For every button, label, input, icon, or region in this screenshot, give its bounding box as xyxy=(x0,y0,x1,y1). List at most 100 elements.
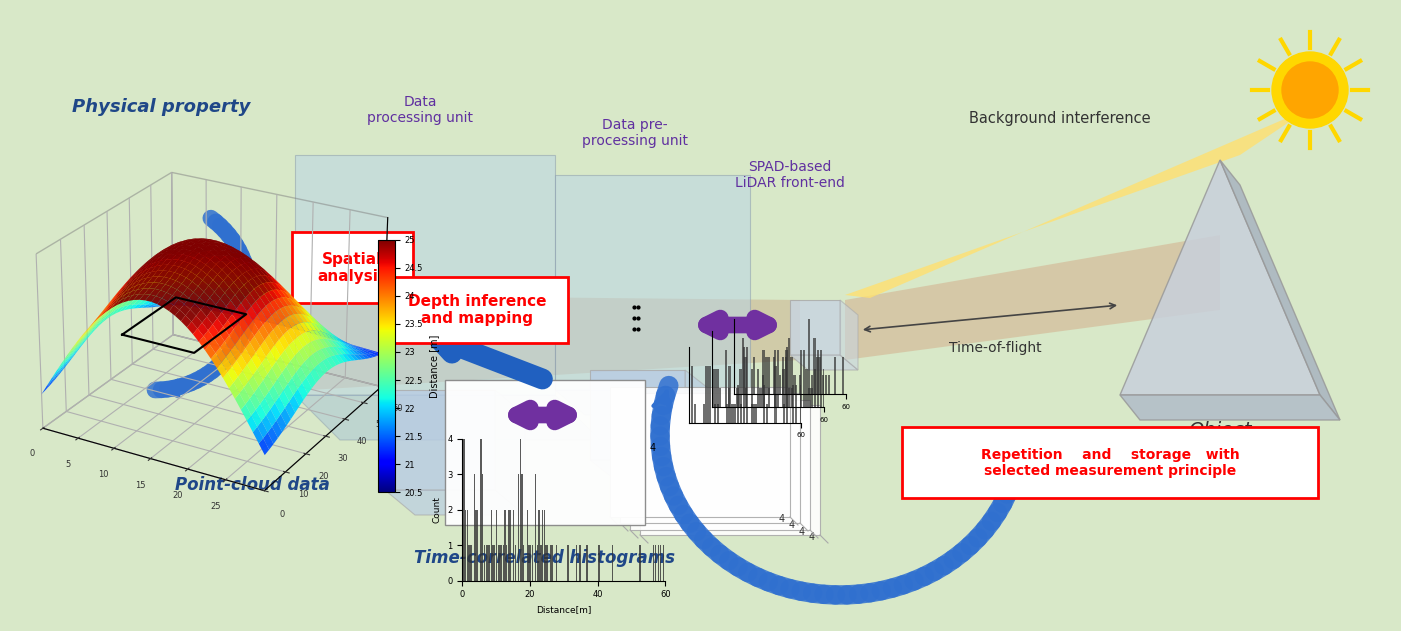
Polygon shape xyxy=(555,390,780,415)
Bar xyxy=(745,388,747,407)
Bar xyxy=(786,347,789,423)
Bar xyxy=(759,388,762,407)
Text: Time-of-flight: Time-of-flight xyxy=(948,341,1041,355)
Bar xyxy=(825,375,827,394)
Bar xyxy=(729,366,731,423)
Polygon shape xyxy=(1220,160,1339,420)
Polygon shape xyxy=(1119,160,1320,395)
Text: Time-correlated histograms: Time-correlated histograms xyxy=(415,549,675,567)
Text: Data
processing unit: Data processing unit xyxy=(367,95,474,125)
Bar xyxy=(799,375,801,394)
Text: Depth inference
and mapping: Depth inference and mapping xyxy=(408,294,546,326)
Bar xyxy=(800,350,801,407)
Polygon shape xyxy=(790,300,841,355)
Polygon shape xyxy=(385,490,525,515)
Bar xyxy=(688,366,691,423)
Bar xyxy=(820,357,821,394)
Bar xyxy=(822,375,824,394)
Bar xyxy=(766,404,768,423)
Bar xyxy=(740,404,743,423)
Text: 4: 4 xyxy=(799,527,806,537)
Bar xyxy=(783,404,785,423)
Bar xyxy=(733,357,736,394)
Bar xyxy=(741,338,744,394)
Bar xyxy=(715,404,716,423)
Bar xyxy=(787,338,790,394)
Bar xyxy=(768,357,769,394)
Text: Background interference: Background interference xyxy=(969,110,1150,126)
Bar xyxy=(737,385,740,423)
Bar xyxy=(743,347,745,423)
Bar xyxy=(776,350,779,407)
Polygon shape xyxy=(296,155,555,395)
Bar xyxy=(691,366,693,423)
Text: 4: 4 xyxy=(808,532,815,542)
Polygon shape xyxy=(845,108,1310,298)
Polygon shape xyxy=(790,355,857,370)
FancyBboxPatch shape xyxy=(387,277,567,343)
Bar xyxy=(789,388,790,407)
Polygon shape xyxy=(310,295,800,390)
Bar xyxy=(828,375,829,394)
Bar xyxy=(724,350,727,407)
Bar xyxy=(768,388,771,407)
Bar xyxy=(817,357,818,394)
Polygon shape xyxy=(640,405,820,535)
Bar xyxy=(764,385,765,423)
Polygon shape xyxy=(609,387,790,517)
Bar xyxy=(773,357,776,394)
Bar xyxy=(754,357,755,394)
Circle shape xyxy=(1272,52,1348,128)
Bar xyxy=(803,350,804,407)
Bar xyxy=(794,385,797,423)
Bar xyxy=(808,319,810,394)
Bar xyxy=(751,369,754,407)
Text: Repetition    and    storage   with
selected measurement principle: Repetition and storage with selected mea… xyxy=(981,448,1240,478)
Bar xyxy=(811,388,814,407)
Bar xyxy=(773,350,776,407)
Bar xyxy=(719,388,722,407)
Polygon shape xyxy=(495,390,525,515)
Bar xyxy=(734,404,737,423)
Bar xyxy=(737,388,738,407)
Text: Point-cloud data: Point-cloud data xyxy=(175,476,329,494)
Bar xyxy=(729,388,730,407)
Bar xyxy=(792,388,793,407)
Bar xyxy=(710,388,713,407)
Bar xyxy=(814,369,817,407)
Bar xyxy=(842,357,845,394)
Text: Spatial
analysis: Spatial analysis xyxy=(317,252,387,284)
Polygon shape xyxy=(845,235,1220,360)
Y-axis label: Count: Count xyxy=(433,496,441,523)
Bar xyxy=(717,404,719,423)
Polygon shape xyxy=(685,370,713,482)
Bar xyxy=(744,357,747,394)
Polygon shape xyxy=(630,400,810,530)
FancyBboxPatch shape xyxy=(902,427,1318,498)
Bar xyxy=(792,385,794,423)
Polygon shape xyxy=(555,175,750,390)
Bar xyxy=(731,404,734,423)
Bar xyxy=(754,404,757,423)
Polygon shape xyxy=(385,390,495,490)
Bar xyxy=(762,350,765,407)
Bar xyxy=(822,369,825,407)
Bar xyxy=(820,350,822,407)
Bar xyxy=(786,350,787,407)
Polygon shape xyxy=(621,393,800,523)
Polygon shape xyxy=(296,395,600,440)
Bar xyxy=(811,375,813,394)
Bar xyxy=(757,369,759,407)
Text: 4: 4 xyxy=(649,443,656,453)
Bar xyxy=(793,375,796,394)
Bar xyxy=(800,385,803,423)
Bar xyxy=(726,404,727,423)
Polygon shape xyxy=(446,380,644,525)
Bar xyxy=(790,357,793,394)
Bar xyxy=(745,347,748,423)
Bar xyxy=(702,404,705,423)
Bar xyxy=(740,369,741,407)
FancyBboxPatch shape xyxy=(291,232,413,303)
Bar xyxy=(785,357,787,394)
Bar xyxy=(713,369,716,407)
